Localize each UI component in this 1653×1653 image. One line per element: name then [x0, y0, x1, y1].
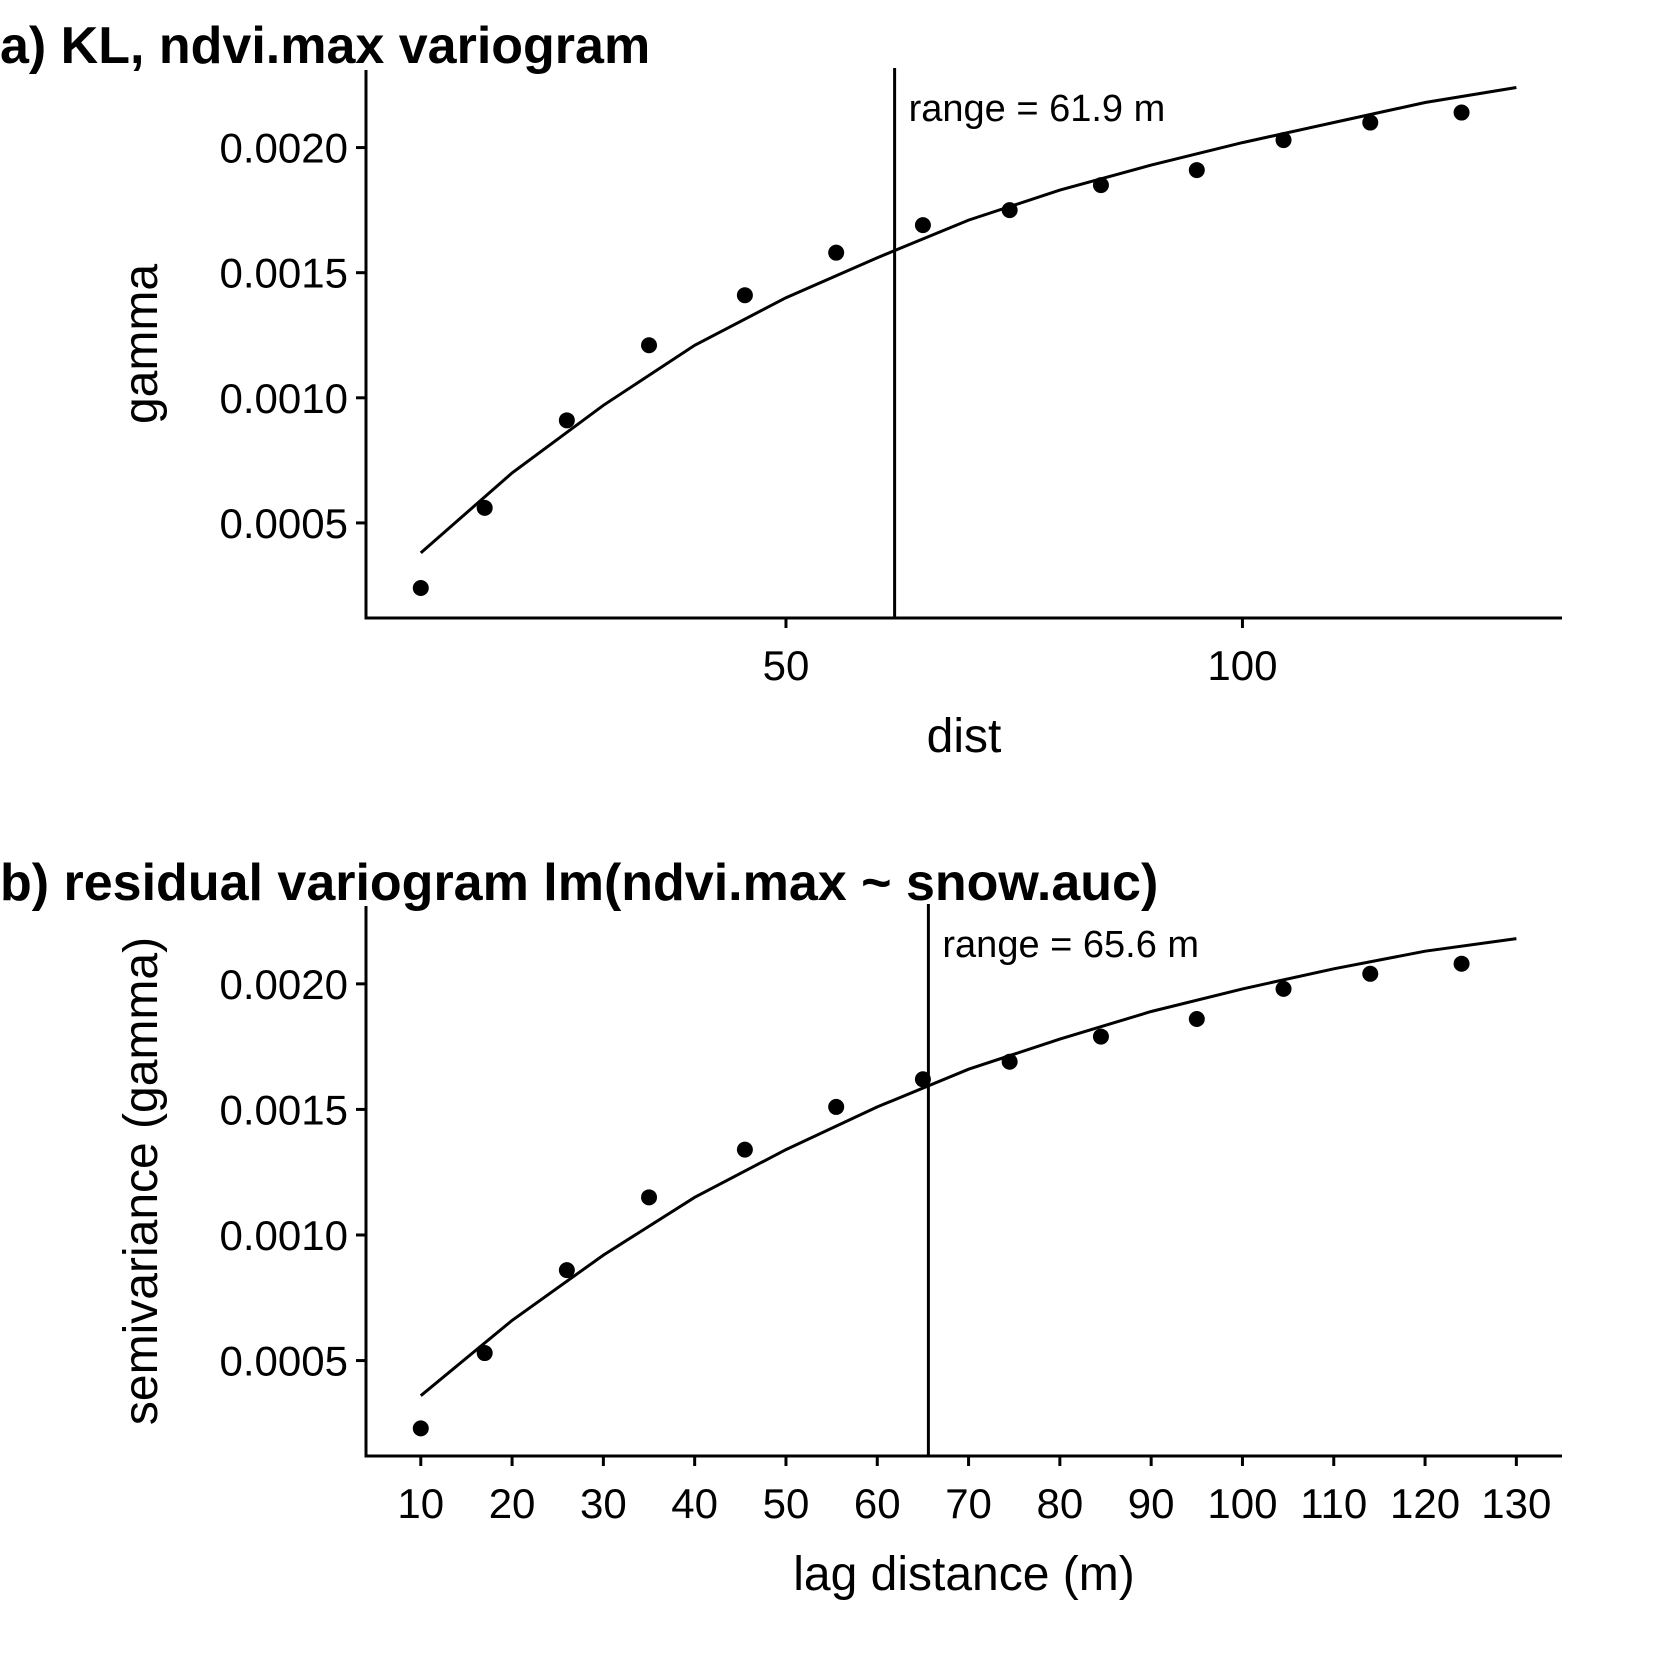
data-point	[641, 337, 658, 354]
y-tick-label: 0.0015	[220, 1086, 348, 1133]
x-tick-label: 50	[763, 1480, 810, 1527]
data-point	[412, 579, 429, 596]
x-tick-label: 70	[945, 1480, 992, 1527]
x-tick-label: 30	[580, 1480, 627, 1527]
x-tick-label: 10	[397, 1480, 444, 1527]
data-point	[1188, 162, 1205, 179]
data-point	[558, 1262, 575, 1279]
y-axis-label: semivariance (gamma)	[115, 937, 168, 1425]
x-tick-label: 130	[1481, 1480, 1551, 1527]
panel-title: a) KL, ndvi.max variogram	[0, 17, 650, 75]
data-point	[828, 1098, 845, 1115]
data-point	[558, 412, 575, 429]
data-point	[1092, 177, 1109, 194]
y-axis-label: gamma	[115, 264, 168, 424]
x-axis-label: lag distance (m)	[793, 1548, 1134, 1601]
y-tick-label: 0.0010	[220, 1212, 348, 1259]
x-tick-label: 80	[1037, 1480, 1084, 1527]
data-point	[914, 217, 931, 234]
data-point	[1275, 980, 1292, 997]
y-tick-label: 0.0010	[220, 375, 348, 422]
x-tick-label: 110	[1300, 1480, 1367, 1527]
x-tick-label: 20	[489, 1480, 536, 1527]
fitted-model-line	[419, 86, 1517, 555]
x-tick-label: 100	[1207, 642, 1277, 689]
data-point	[736, 287, 753, 304]
data-point	[1001, 1053, 1018, 1070]
data-point	[476, 499, 493, 516]
data-point	[914, 1071, 931, 1088]
y-tick-label: 0.0020	[220, 125, 348, 172]
panel-b: 0.0005 0.0010 0.0015 0.0020 10 20 30 40 50 60 70 80…	[0, 854, 1562, 1601]
fitted-model-line	[419, 937, 1517, 1397]
y-tick-label: 0.0005	[220, 500, 348, 547]
data-point	[412, 1420, 429, 1437]
panel-title: b) residual variogram lm(ndvi.max ~ snow…	[0, 854, 1158, 912]
data-point	[828, 244, 845, 261]
axis-frame	[364, 70, 1562, 620]
x-axis-label: dist	[927, 710, 1002, 763]
data-point	[1188, 1011, 1205, 1028]
axis-frame	[364, 906, 1562, 1458]
x-tick-label: 60	[854, 1480, 901, 1527]
x-tick-label: 120	[1390, 1480, 1460, 1527]
x-tick-label: 40	[671, 1480, 718, 1527]
range-annotation: range = 65.6 m	[942, 924, 1199, 966]
y-tick-label: 0.0020	[220, 961, 348, 1008]
data-point	[1001, 202, 1018, 219]
data-point	[476, 1345, 493, 1362]
x-tick-label: 90	[1128, 1480, 1175, 1527]
y-tick-label: 0.0015	[220, 250, 348, 297]
data-point	[1453, 955, 1470, 972]
range-annotation: range = 61.9 m	[909, 88, 1166, 130]
data-point	[1362, 965, 1379, 982]
x-tick-label: 100	[1207, 1480, 1277, 1527]
data-point	[641, 1189, 658, 1206]
data-point	[1453, 104, 1470, 121]
panel-a: 0.0005 0.0010 0.0015 0.0020 50 100 range = 61.…	[0, 17, 1562, 763]
data-point	[736, 1141, 753, 1158]
data-point	[1275, 132, 1292, 149]
y-tick-label: 0.0005	[220, 1338, 348, 1385]
data-point	[1092, 1028, 1109, 1045]
data-point	[1362, 114, 1379, 131]
x-tick-label: 50	[763, 642, 810, 689]
